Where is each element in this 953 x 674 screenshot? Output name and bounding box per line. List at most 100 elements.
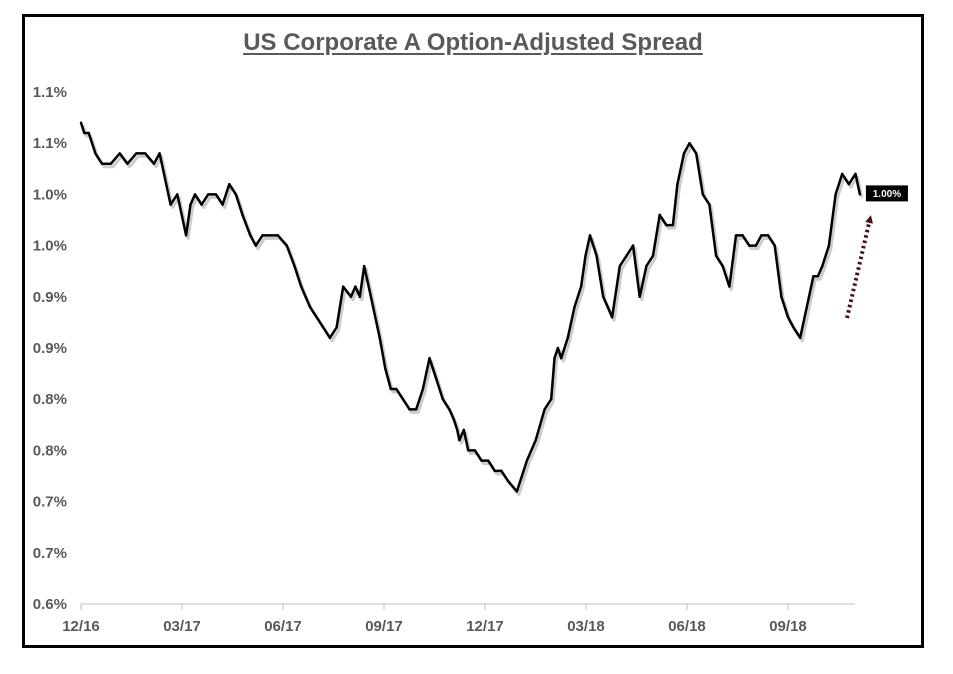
data-point — [631, 244, 635, 247]
data-point — [176, 193, 179, 196]
data-point — [741, 234, 744, 237]
data-point — [606, 305, 609, 309]
data-point — [602, 295, 605, 298]
data-point — [152, 162, 156, 165]
data-point — [618, 264, 622, 268]
data-point — [363, 264, 366, 268]
data-point — [421, 387, 425, 391]
series-line-shadow — [81, 125, 864, 496]
data-point — [550, 398, 553, 401]
data-point — [169, 203, 172, 206]
data-point — [241, 213, 244, 217]
data-point — [193, 193, 197, 196]
data-point — [573, 305, 576, 309]
data-point — [214, 193, 218, 196]
data-point — [249, 234, 252, 237]
data-point — [452, 418, 456, 421]
data-point — [645, 264, 648, 268]
data-point — [100, 162, 104, 165]
data-point — [94, 152, 97, 155]
data-point — [798, 336, 802, 339]
data-point — [441, 398, 444, 401]
data-point — [358, 295, 362, 298]
y-tick-label: 0.9% — [33, 340, 67, 357]
data-point — [180, 213, 183, 217]
data-point — [584, 254, 587, 258]
data-point — [588, 234, 592, 237]
data-point — [342, 285, 345, 288]
data-point — [721, 264, 724, 268]
data-point — [786, 316, 790, 319]
data-point — [834, 193, 837, 196]
x-tick-label: 06/18 — [668, 618, 706, 635]
data-point — [486, 459, 490, 462]
data-point — [625, 254, 628, 258]
data-point — [701, 193, 705, 196]
data-point — [328, 336, 332, 339]
data-point — [401, 398, 405, 401]
data-point — [579, 285, 583, 288]
data-point — [395, 387, 398, 391]
chart-frame: US Corporate A Option-Adjusted Spread — [22, 14, 924, 648]
data-point — [805, 305, 809, 309]
data-point — [682, 152, 686, 155]
data-point — [694, 152, 698, 155]
data-point — [448, 408, 451, 411]
data-point — [299, 285, 303, 288]
data-point — [415, 408, 418, 411]
data-point — [83, 131, 86, 135]
y-tick-label: 0.7% — [33, 545, 67, 562]
data-point — [143, 152, 147, 155]
data-point — [493, 469, 496, 473]
x-tick-label: 03/18 — [567, 618, 605, 635]
data-point — [87, 131, 90, 135]
data-point — [367, 285, 370, 288]
data-point — [135, 152, 138, 155]
data-point — [728, 285, 731, 288]
x-tick-label: 03/17 — [163, 618, 201, 635]
data-point — [595, 254, 598, 258]
data-point — [455, 428, 459, 432]
data-point — [254, 244, 258, 247]
last-value-callout-label: 1.00% — [873, 189, 901, 200]
data-point — [566, 336, 570, 339]
y-tick-label: 0.9% — [33, 289, 67, 306]
data-point — [780, 295, 783, 298]
data-point — [261, 234, 264, 237]
trend-arrow — [845, 215, 873, 319]
data-point — [525, 459, 529, 462]
data-point — [158, 152, 161, 155]
data-point — [384, 367, 387, 370]
data-point — [559, 357, 563, 360]
data-point — [821, 264, 824, 268]
data-point — [109, 162, 113, 165]
data-point — [371, 305, 375, 309]
data-point — [556, 346, 560, 350]
data-point — [748, 244, 751, 247]
data-point — [228, 182, 231, 186]
data-point — [812, 275, 815, 278]
data-point — [858, 193, 862, 196]
data-point — [854, 172, 857, 176]
data-point — [480, 459, 483, 462]
data-point — [221, 203, 224, 206]
data-point — [827, 244, 831, 247]
data-point — [506, 479, 510, 483]
x-tick-label: 09/17 — [365, 618, 403, 635]
data-point — [267, 234, 271, 237]
chart-title: US Corporate A Option-Adjusted Spread — [243, 29, 703, 56]
data-point — [207, 193, 210, 196]
y-tick-label: 1.1% — [33, 84, 67, 101]
data-point — [389, 387, 392, 391]
data-point — [79, 121, 83, 124]
data-point — [773, 244, 776, 247]
data-point — [534, 438, 537, 442]
data-point — [500, 469, 503, 473]
data-point — [434, 377, 438, 380]
x-tick-label: 12/16 — [62, 618, 100, 635]
data-point — [515, 490, 519, 493]
data-point — [766, 234, 770, 237]
data-point — [428, 357, 431, 360]
data-point — [760, 234, 763, 237]
last-value-callout-box — [865, 185, 908, 202]
